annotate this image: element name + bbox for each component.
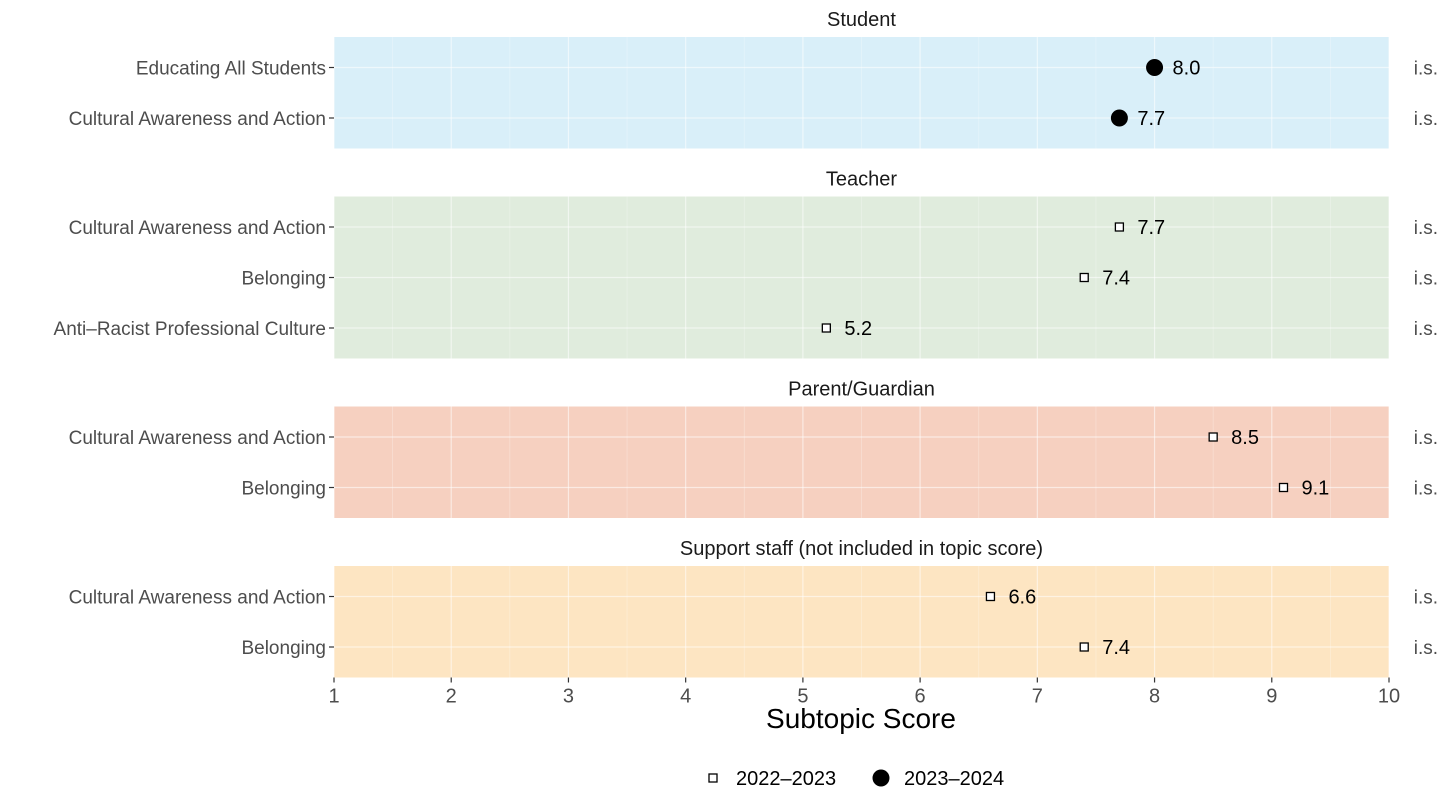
- legend: 2022–2023 2023–2024: [708, 768, 1004, 790]
- panel-0: Student Educating All Students 8.0 i.s. Cult…: [69, 9, 1438, 149]
- x-tick-label: 5: [797, 686, 808, 708]
- significance-note: i.s.: [1414, 428, 1438, 449]
- category-label: Belonging: [241, 479, 326, 500]
- significance-note: i.s.: [1414, 638, 1438, 659]
- panel-background: [334, 406, 1389, 518]
- data-label: 8.0: [1173, 58, 1201, 80]
- x-tick-label: 4: [680, 686, 691, 708]
- data-label: 7.4: [1102, 268, 1130, 290]
- category-label: Cultural Awareness and Action: [69, 428, 326, 449]
- legend-label: 2023–2024: [904, 768, 1004, 790]
- panel-2: Parent/Guardian Cultural Awareness and Ac…: [69, 379, 1438, 518]
- data-point: [985, 591, 996, 602]
- x-axis-title: Subtopic Score: [766, 703, 956, 734]
- x-tick-label: 2: [446, 686, 457, 708]
- significance-note: i.s.: [1414, 59, 1438, 80]
- panel-background: [334, 37, 1389, 149]
- x-tick-label: 6: [915, 686, 926, 708]
- data-label: 9.1: [1302, 478, 1330, 500]
- panel-title: Parent/Guardian: [788, 379, 935, 401]
- category-label: Belonging: [241, 269, 326, 290]
- data-label: 7.4: [1102, 637, 1130, 659]
- x-tick-label: 3: [563, 686, 574, 708]
- panel-title: Student: [827, 9, 896, 31]
- legend-key-open-square: [708, 773, 718, 783]
- x-tick-label: 8: [1149, 686, 1160, 708]
- data-label: 6.6: [1008, 587, 1036, 609]
- data-label: 8.5: [1231, 427, 1259, 449]
- data-point: [1278, 482, 1289, 493]
- panel-1: Teacher Cultural Awareness and Action 7.7 i…: [54, 169, 1438, 359]
- data-label: 7.7: [1137, 217, 1165, 239]
- significance-note: i.s.: [1414, 109, 1438, 130]
- panel-background: [334, 566, 1389, 678]
- significance-note: i.s.: [1414, 319, 1438, 340]
- category-label: Educating All Students: [136, 59, 326, 80]
- chart-panels: Student Educating All Students 8.0 i.s. Cult…: [54, 9, 1438, 678]
- significance-note: i.s.: [1414, 588, 1438, 609]
- category-label: Cultural Awareness and Action: [69, 588, 326, 609]
- data-label: 5.2: [844, 318, 872, 340]
- x-tick-label: 10: [1378, 686, 1400, 708]
- panel-title: Support staff (not included in topic sco…: [680, 538, 1043, 560]
- category-label: Cultural Awareness and Action: [69, 218, 326, 239]
- panel-title: Teacher: [826, 169, 897, 191]
- category-label: Anti–Racist Professional Culture: [54, 319, 326, 340]
- legend-key-filled-circle: [872, 769, 890, 787]
- significance-note: i.s.: [1414, 269, 1438, 290]
- data-point: [1146, 59, 1164, 76]
- category-label: Cultural Awareness and Action: [69, 109, 326, 130]
- panel-3: Support staff (not included in topic sco…: [69, 538, 1438, 678]
- data-label: 7.7: [1137, 108, 1165, 130]
- data-point: [1079, 642, 1089, 652]
- data-point: [1079, 272, 1089, 283]
- x-tick-label: 9: [1266, 686, 1277, 708]
- significance-note: i.s.: [1414, 479, 1438, 500]
- x-axis: 1 2 3 4 5 6 7 8 9 10: [328, 677, 1400, 708]
- significance-note: i.s.: [1414, 218, 1438, 239]
- x-tick-label: 7: [1032, 686, 1043, 708]
- data-point: [1110, 109, 1128, 127]
- legend-label: 2022–2023: [736, 768, 836, 790]
- data-point: [1208, 432, 1218, 442]
- category-label: Belonging: [241, 638, 326, 659]
- data-point: [1114, 222, 1125, 232]
- data-point: [821, 323, 831, 333]
- x-tick-label: 1: [328, 686, 339, 708]
